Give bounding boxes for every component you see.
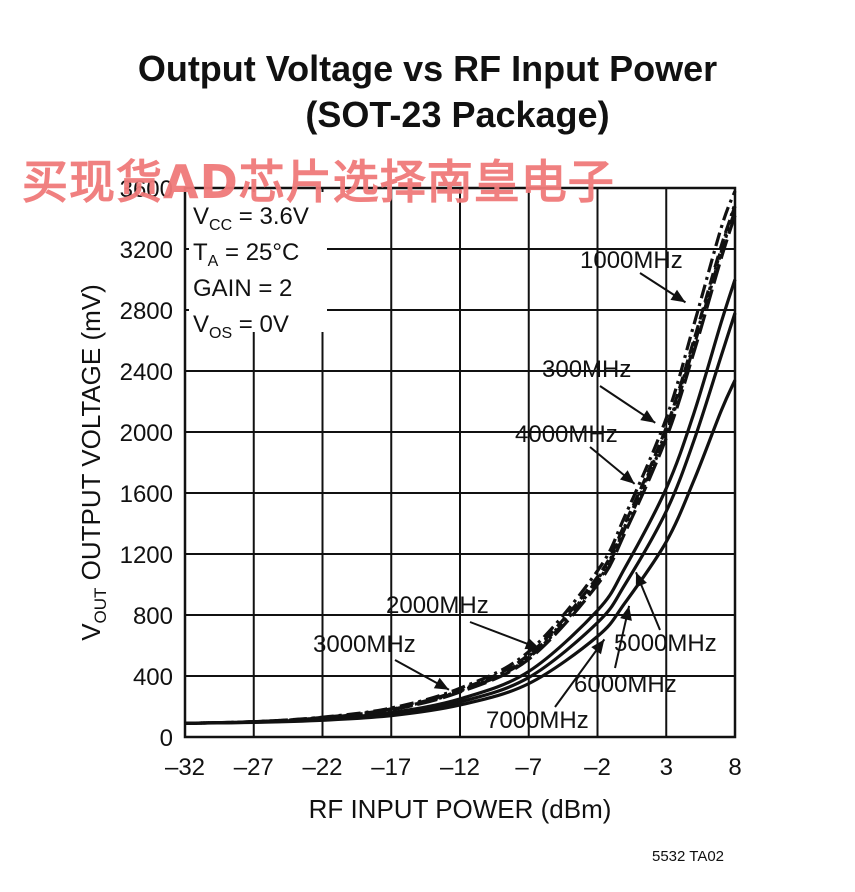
y-tick-label: 2000 <box>120 420 173 447</box>
conditions-bg <box>189 192 327 332</box>
series-lines <box>184 190 737 725</box>
annotation-label: 5000MHz <box>614 630 717 657</box>
y-tick-label: 1600 <box>120 481 173 508</box>
y-tick-label: 2800 <box>120 298 173 325</box>
y-tick-label: 3200 <box>120 237 173 264</box>
x-axis-label: RF INPUT POWER (dBm) <box>309 794 612 824</box>
x-tick-label: –12 <box>440 754 480 781</box>
y-axis-label: VOUT OUTPUT VOLTAGE (mV) <box>76 284 110 641</box>
series-line-4000mhz <box>184 202 737 725</box>
annotation-label: 6000MHz <box>574 671 677 698</box>
x-tick-label: 3 <box>660 754 673 781</box>
annotation-label: 4000MHz <box>515 421 618 448</box>
annotation-arrowhead <box>640 410 656 423</box>
watermark-text: 买现货AD芯片选择南皇电子 <box>22 155 615 209</box>
conditions-box: VCC = 3.6V TA = 25°C GAIN = 2 VOS = 0V <box>189 192 327 342</box>
annotation-arrowhead <box>433 677 449 690</box>
condition-line: TA = 25°C <box>193 239 299 270</box>
tick-labels: –32 –27 –22 –17 –12 –7 –2 3 8 0 400 800 1200 1600 2000… <box>120 176 742 781</box>
annotation-label: 2000MHz <box>386 592 489 619</box>
figure-id: 5532 TA02 <box>652 848 725 865</box>
y-tick-label: 3600 <box>120 176 173 203</box>
annotation-arrowhead <box>635 572 647 588</box>
annotation-label: 300MHz <box>542 356 631 383</box>
plot-frame <box>183 186 737 739</box>
annotation-arrowhead <box>670 289 686 303</box>
y-tick-label: 1200 <box>120 542 173 569</box>
x-tick-label: –2 <box>584 754 611 781</box>
y-tick-label: 800 <box>133 603 173 630</box>
annotation-label: 7000MHz <box>486 707 589 734</box>
annotation-arrowhead <box>591 639 605 655</box>
condition-line: GAIN = 2 <box>193 275 292 302</box>
x-tick-label: 8 <box>728 754 741 781</box>
grid <box>183 186 737 739</box>
x-tick-label: –22 <box>302 754 342 781</box>
annotation-arrowhead <box>524 637 540 650</box>
series-line-7000mhz <box>184 379 737 725</box>
x-tick-label: –7 <box>515 754 542 781</box>
annotation-arrowhead <box>620 470 635 484</box>
annotation-label: 3000MHz <box>313 631 416 658</box>
condition-line: VCC = 3.6V <box>193 203 309 234</box>
annotations: 1000MHz 300MHz 4000MHz 2000MHz 3000MHz 5000MH… <box>313 247 717 734</box>
x-tick-label: –32 <box>165 754 205 781</box>
chart-subtitle: (SOT-23 Package) <box>305 94 610 135</box>
y-tick-label: 400 <box>133 664 173 691</box>
x-tick-label: –17 <box>371 754 411 781</box>
condition-line: VOS = 0V <box>193 311 289 342</box>
x-tick-label: –27 <box>234 754 274 781</box>
annotation-arrowhead <box>620 605 632 621</box>
annotation-label: 1000MHz <box>580 247 683 274</box>
y-axis-label-text: VOUT OUTPUT VOLTAGE (mV) <box>76 284 110 641</box>
y-tick-label: 0 <box>160 725 173 752</box>
chart-title: Output Voltage vs RF Input Power <box>137 48 718 89</box>
y-tick-label: 2400 <box>120 359 173 386</box>
